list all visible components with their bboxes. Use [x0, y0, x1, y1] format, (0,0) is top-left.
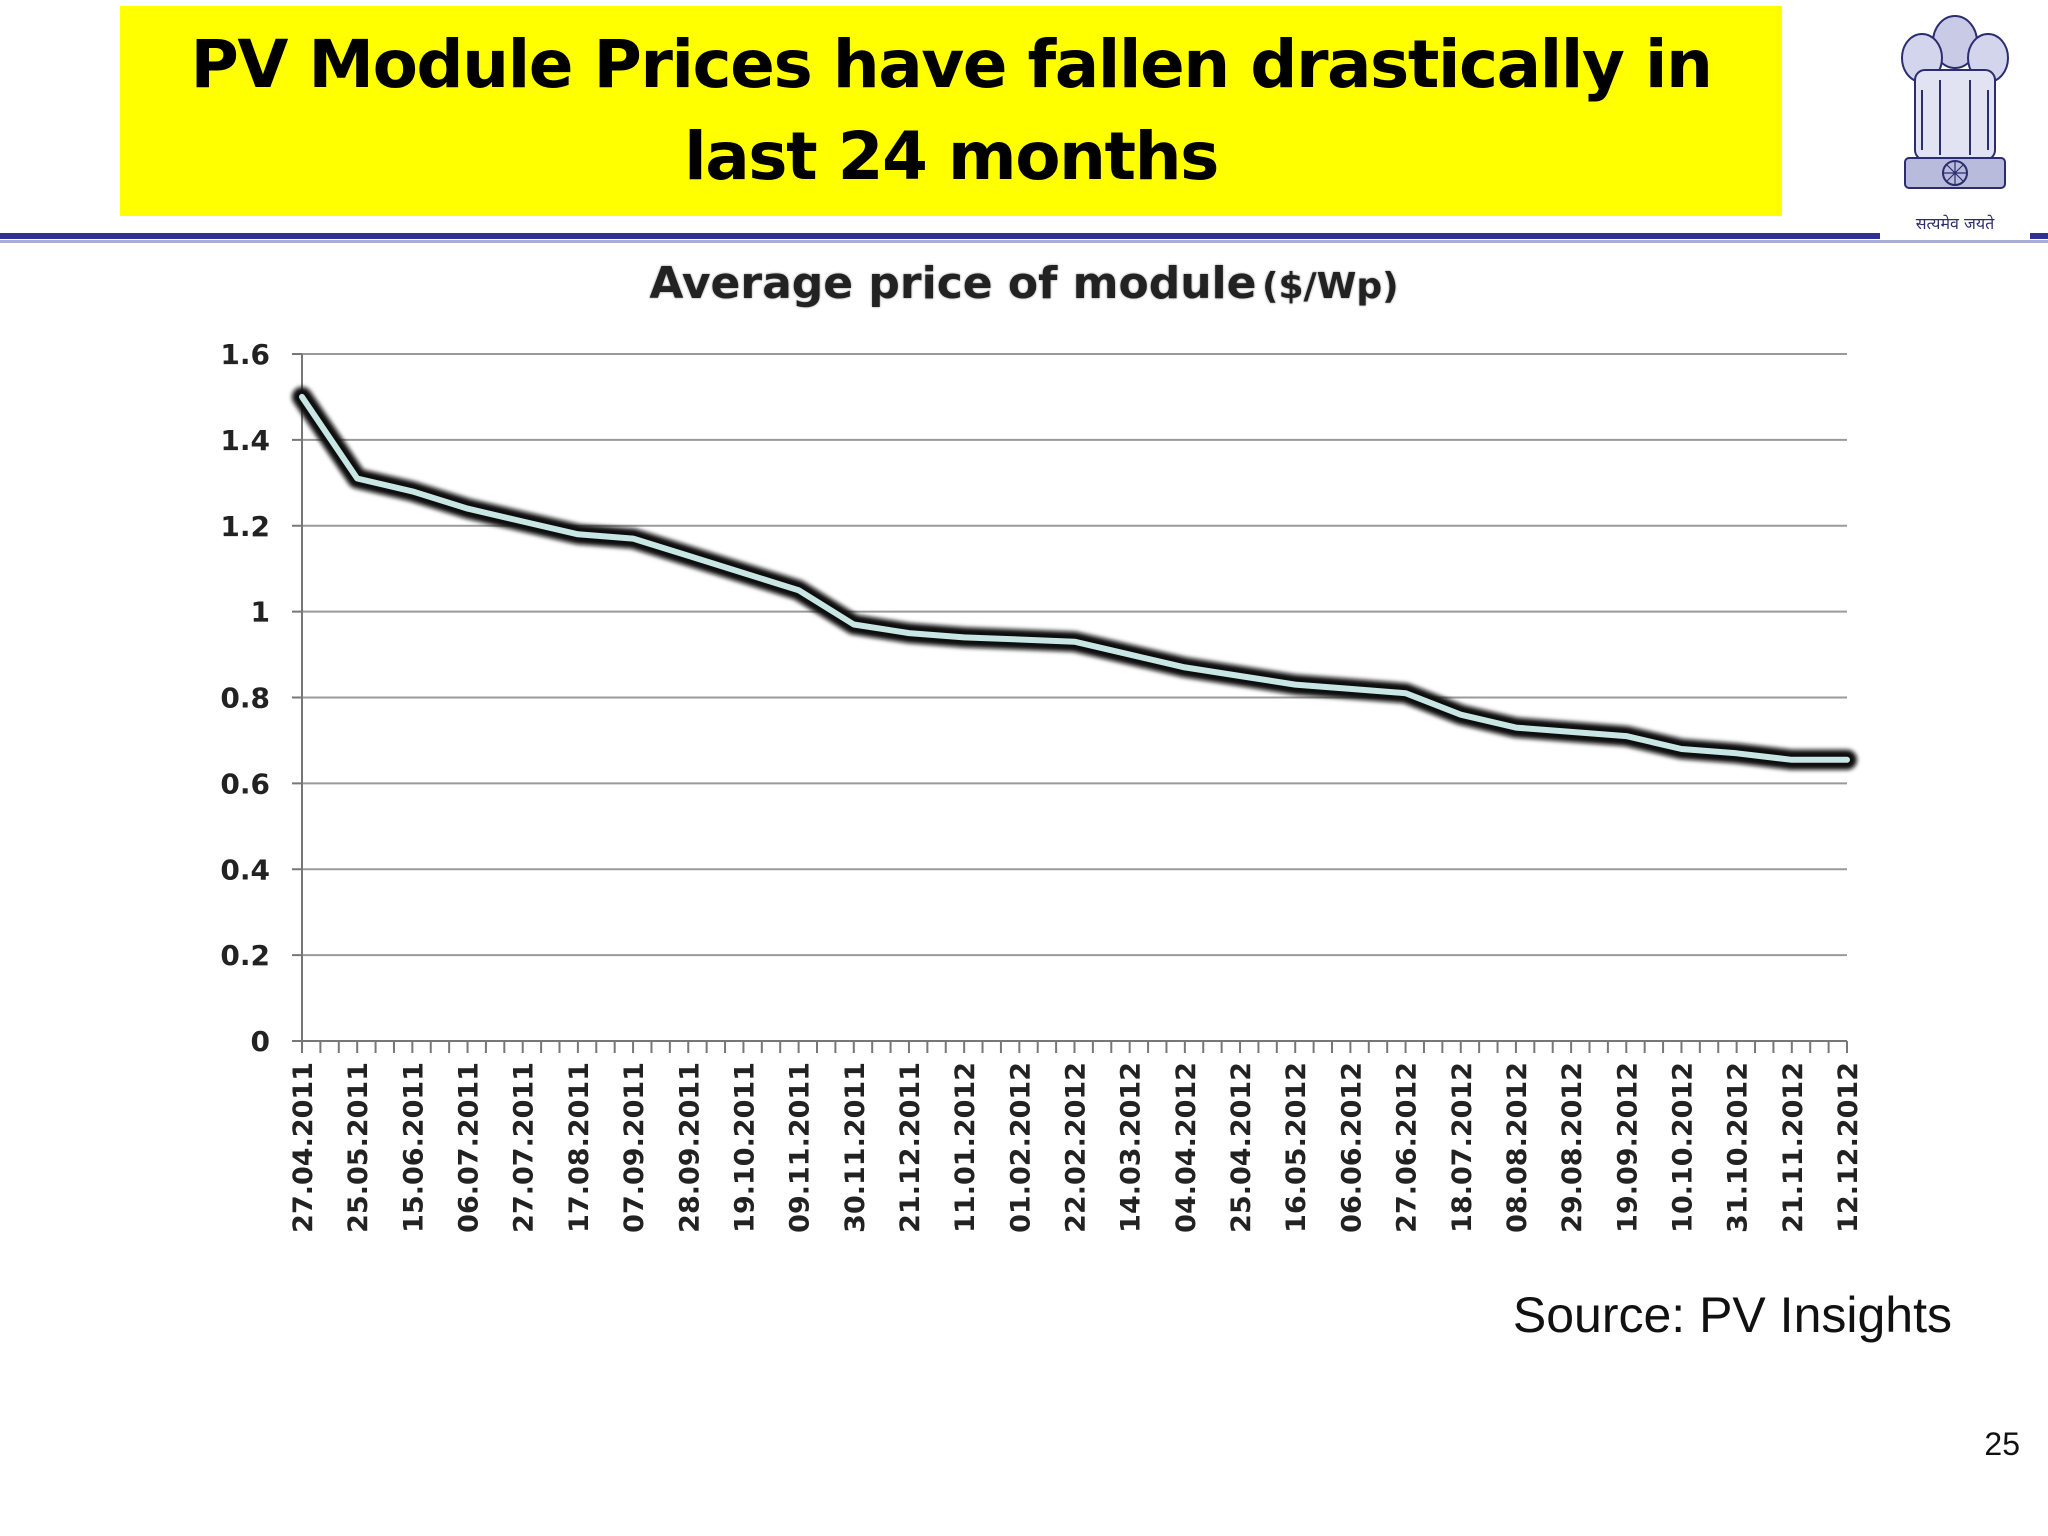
- x-tick-label: 25.05.2011: [343, 1062, 374, 1233]
- x-tick-label: 16.05.2012: [1281, 1062, 1312, 1233]
- y-tick-label: 1.4: [220, 424, 270, 457]
- x-tick-label: 22.02.2012: [1061, 1062, 1092, 1233]
- y-tick-label: 0: [251, 1025, 270, 1058]
- x-tick-label: 25.04.2012: [1226, 1062, 1257, 1233]
- data-point: [1182, 664, 1188, 670]
- data-point: [1678, 746, 1684, 752]
- series-line: [299, 393, 1850, 763]
- x-tick-label: 21.11.2012: [1778, 1062, 1809, 1233]
- header-rule: [0, 233, 2048, 239]
- x-tick-label: 09.11.2011: [785, 1062, 816, 1233]
- x-tick-label: 30.11.2011: [840, 1062, 871, 1233]
- header-rule-shadow: [0, 240, 2048, 243]
- x-tick-label: 06.06.2012: [1336, 1062, 1367, 1233]
- chart-title-text: Average price of module: [649, 258, 1257, 309]
- y-tick-label: 0.8: [220, 682, 270, 715]
- data-point: [740, 570, 746, 576]
- x-tick-label: 17.08.2011: [564, 1062, 595, 1233]
- data-point: [1844, 757, 1850, 763]
- x-tick-label: 11.01.2012: [950, 1062, 981, 1233]
- data-point: [520, 518, 526, 524]
- x-tick-label: 04.04.2012: [1171, 1062, 1202, 1233]
- data-point: [1292, 682, 1298, 688]
- x-tick-label: 06.07.2011: [454, 1062, 485, 1233]
- chart-title-unit: ($/Wp): [1262, 266, 1399, 307]
- data-point: [1568, 729, 1574, 735]
- data-point: [1623, 733, 1629, 739]
- data-point: [796, 587, 802, 593]
- data-point: [1789, 757, 1795, 763]
- source-note: Source: PV Insights: [1512, 1287, 1952, 1343]
- x-tick-label: 12.12.2012: [1833, 1062, 1864, 1233]
- data-point: [851, 622, 857, 628]
- data-point: [354, 476, 360, 482]
- data-point: [961, 634, 967, 640]
- x-tick-label: 27.06.2012: [1392, 1062, 1423, 1233]
- data-point: [1458, 712, 1464, 718]
- x-tick-label: 19.10.2011: [729, 1062, 760, 1233]
- x-tick-label: 21.12.2011: [895, 1062, 926, 1233]
- chart-title: Average price of module ($/Wp): [0, 258, 2048, 309]
- y-tick-label: 1.6: [220, 338, 270, 371]
- x-tick-label: 07.09.2011: [619, 1062, 650, 1233]
- x-tick-label: 14.03.2012: [1116, 1062, 1147, 1233]
- lion-capital-icon: [1901, 15, 2009, 189]
- data-point: [906, 630, 912, 636]
- x-tick-label: 01.02.2012: [1005, 1062, 1036, 1233]
- emblem-caption: सत्यमेव जयते: [1915, 214, 1995, 233]
- data-point: [299, 394, 305, 400]
- x-tick-label: 28.09.2011: [674, 1062, 705, 1233]
- x-tick-label: 08.08.2012: [1502, 1062, 1533, 1233]
- y-tick-label: 1.2: [220, 510, 270, 543]
- data-point: [1127, 652, 1133, 658]
- y-tick-label: 0.6: [220, 767, 270, 800]
- data-point: [1513, 725, 1519, 731]
- y-tick-label: 1: [251, 596, 270, 629]
- series-line-outline: [292, 386, 1857, 770]
- x-tick-label: 18.07.2012: [1447, 1062, 1478, 1233]
- data-point: [630, 536, 636, 542]
- data-point: [685, 553, 691, 559]
- data-point: [1072, 639, 1077, 645]
- y-tick-label: 0.2: [220, 939, 270, 972]
- data-point: [1016, 637, 1022, 643]
- slide-title: PV Module Prices have fallen drastically…: [190, 26, 1713, 195]
- state-emblem-logo: सत्यमेव जयते: [1880, 0, 2030, 240]
- data-point: [1237, 673, 1243, 679]
- data-point: [1734, 750, 1740, 756]
- page-number: 25: [1984, 1426, 2020, 1462]
- data-point: [465, 506, 471, 512]
- x-tick-label: 27.04.2011: [288, 1062, 319, 1233]
- x-tick-label: 10.10.2012: [1667, 1062, 1698, 1233]
- data-point: [575, 531, 581, 537]
- data-point: [1403, 690, 1409, 696]
- x-tick-label: 27.07.2011: [509, 1062, 540, 1233]
- data-point: [1347, 686, 1353, 692]
- slide-title-banner: PV Module Prices have fallen drastically…: [120, 6, 1782, 216]
- x-tick-label: 15.06.2011: [398, 1062, 429, 1233]
- x-tick-label: 31.10.2012: [1723, 1062, 1754, 1233]
- y-tick-label: 0.4: [220, 853, 270, 886]
- data-point: [409, 488, 415, 494]
- x-tick-label: 19.09.2012: [1612, 1062, 1643, 1233]
- x-tick-label: 29.08.2012: [1557, 1062, 1588, 1233]
